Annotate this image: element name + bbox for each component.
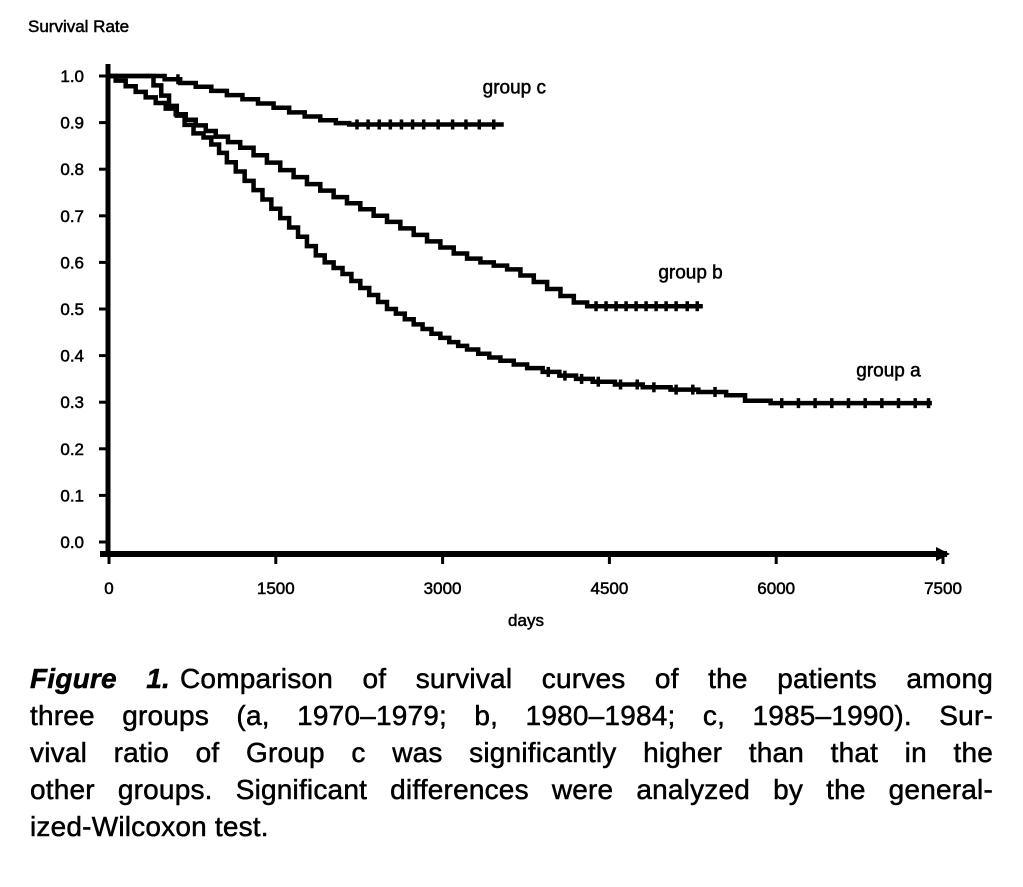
- survival-chart: Survival Rate days 1.0 0.9 0.8 0.7 0.6 0.5 0.4 0.…: [28, 17, 962, 631]
- x-tick-label: 4500: [590, 579, 628, 598]
- y-tick-label: 0.3: [60, 393, 84, 412]
- caption-line-3: vival ratio of Group c was significantly…: [30, 737, 993, 769]
- x-axis-title-days: days: [508, 611, 544, 630]
- series-label-group-a: group a: [856, 361, 921, 382]
- x-tick-label: 1500: [257, 579, 295, 598]
- series-label-group-b: group b: [658, 263, 722, 284]
- y-axis-title-survival-rate: Survival Rate: [28, 17, 129, 36]
- y-tick-label: 0.8: [60, 160, 84, 179]
- y-tick-label: 0.1: [60, 486, 84, 505]
- survival-chart-svg: Survival Rate days 1.0 0.9 0.8 0.7 0.6 0.5 0.4 0.…: [28, 17, 962, 631]
- survival-curve-group-b: [109, 73, 703, 309]
- x-tick-label: 0: [104, 579, 113, 598]
- caption-line-2: three groups (a, 1970–1979; b, 1980–1984…: [30, 700, 993, 732]
- survival-curve-group-c: [109, 73, 504, 127]
- caption-line-1: Figure 1. Comparison of survival curves o…: [30, 660, 993, 697]
- x-tick-label: 6000: [757, 579, 795, 598]
- y-tick-label: 0.6: [60, 253, 84, 272]
- y-tick-label: 1.0: [60, 67, 84, 86]
- y-tick-label: 0.7: [60, 207, 84, 226]
- survival-curve-group-a: [109, 73, 932, 406]
- y-tick-label: 0.4: [60, 347, 84, 366]
- y-tick-label: 0.0: [60, 533, 84, 552]
- caption-line-5: ized-Wilcoxon test.: [30, 811, 269, 843]
- figure-number-label: Figure 1.: [30, 663, 171, 695]
- series-label-group-c: group c: [483, 78, 546, 99]
- y-tick-label: 0.2: [60, 440, 84, 459]
- y-tick-label: 0.9: [60, 114, 84, 133]
- caption-line-4: other groups. Significant differences we…: [30, 774, 993, 806]
- x-tick-label: 7500: [924, 579, 962, 598]
- y-tick-label: 0.5: [60, 300, 84, 319]
- x-tick-label: 3000: [424, 579, 462, 598]
- figure-caption: Figure 1. Comparison of survival curves o…: [30, 660, 993, 845]
- caption-line-1-text: Comparison of survival curves of the pat…: [180, 663, 993, 695]
